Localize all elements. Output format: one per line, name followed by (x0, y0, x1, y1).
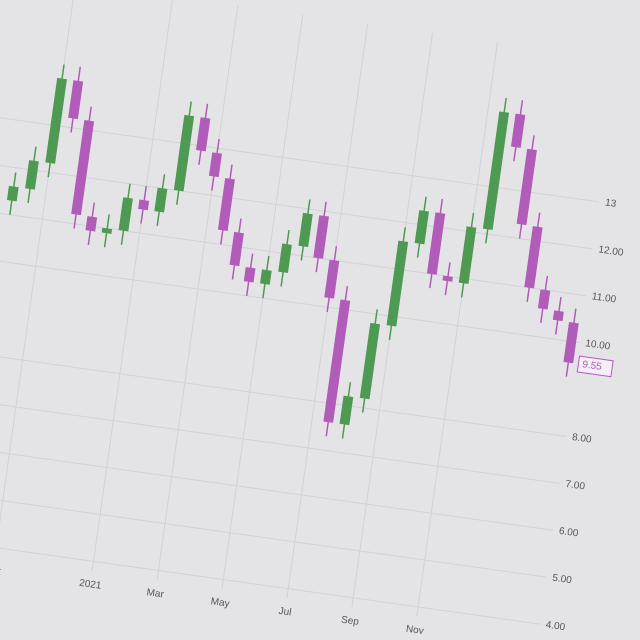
candle-body (101, 227, 113, 234)
grid-line (0, 254, 580, 344)
y-tick-label: 6.00 (558, 526, 579, 540)
candle-body (278, 243, 292, 273)
candle-body (196, 117, 211, 152)
candle-body (524, 226, 543, 289)
candle-body (324, 259, 340, 299)
candle-body (414, 210, 429, 245)
x-tick-label: Nov (405, 624, 424, 637)
candle-body (458, 226, 477, 284)
candle-body (313, 215, 329, 259)
x-tick-label: Oct (0, 565, 2, 578)
grid-line (0, 160, 593, 250)
grid-line (416, 41, 498, 617)
y-tick-label: 7.00 (565, 479, 586, 493)
candle-body (426, 212, 446, 275)
candle-body (45, 77, 67, 164)
grid-line (221, 14, 304, 590)
grid-line (0, 488, 547, 578)
grid-line (0, 535, 540, 625)
x-tick-label: Sep (340, 615, 360, 628)
y-tick-label: 13 (604, 197, 617, 210)
grid-line (0, 207, 587, 297)
candle-body (68, 80, 84, 120)
grid-line (0, 395, 560, 484)
candle-body (386, 240, 409, 327)
grid-line (0, 348, 567, 437)
candle-body (154, 187, 168, 213)
y-tick-label: 8.00 (571, 432, 592, 446)
candle-body (208, 152, 222, 178)
y-tick-label: 11.00 (591, 291, 617, 305)
candle-body (118, 197, 133, 232)
candle-body (85, 216, 98, 232)
candle-body (25, 160, 39, 190)
candle-body (442, 275, 453, 282)
candle-body (537, 289, 551, 310)
last-price-label: 9.55 (582, 359, 603, 373)
x-tick-label: Mar (146, 587, 165, 600)
x-tick-label: Jul (278, 606, 292, 619)
candle-body (482, 111, 510, 230)
grid-line (156, 5, 239, 580)
candle-body (6, 185, 19, 202)
y-tick-label: 10.00 (585, 338, 612, 352)
candle-body (552, 310, 564, 322)
candle-body (229, 231, 244, 267)
candle-body (516, 148, 537, 226)
last-price-box (576, 355, 614, 378)
y-tick-label: 5.00 (552, 573, 573, 587)
candle-body (563, 322, 579, 364)
y-tick-label: 12.00 (598, 244, 625, 258)
candle-body (138, 199, 150, 211)
candle-body (260, 269, 272, 285)
x-tick-label: 2021 (78, 578, 102, 592)
candle-body (217, 178, 235, 232)
candle-body (173, 114, 195, 192)
y-tick-label: 4.00 (545, 620, 566, 634)
candle-body (298, 212, 313, 248)
candle-body (510, 113, 526, 148)
grid-line (0, 442, 554, 531)
x-tick-label: May (210, 596, 230, 610)
candle-body (323, 299, 351, 423)
candle-body (339, 395, 354, 426)
candle-body (71, 119, 95, 216)
candle-body (359, 322, 381, 400)
grid-line (91, 0, 174, 571)
candle-body (243, 267, 256, 283)
